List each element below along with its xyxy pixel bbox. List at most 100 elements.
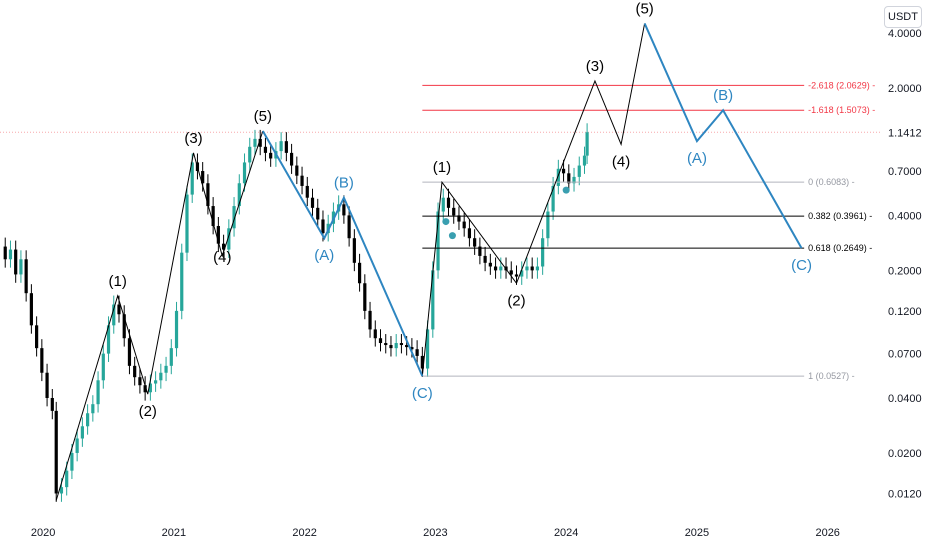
candle-body xyxy=(357,262,362,284)
candle-body xyxy=(14,249,18,275)
wave-label: (C) xyxy=(412,385,433,402)
candle-body xyxy=(269,152,273,159)
candle-body xyxy=(384,343,388,346)
candle-body xyxy=(148,383,152,393)
y-axis-tick-label: 0.0700 xyxy=(888,349,922,361)
candle-body xyxy=(91,404,95,414)
candle-body xyxy=(441,197,445,212)
candle-body xyxy=(24,259,28,294)
candle-body xyxy=(556,168,560,186)
candle-body xyxy=(425,329,430,369)
candle-body xyxy=(101,353,105,381)
candle-body xyxy=(300,175,304,186)
candle-body xyxy=(436,211,440,271)
candle-body xyxy=(567,173,571,184)
candle-body xyxy=(169,348,173,366)
x-axis-tick-label: 2022 xyxy=(292,527,316,539)
candle-body xyxy=(227,228,231,250)
wave-label: (3) xyxy=(586,58,604,75)
candle-body xyxy=(284,141,288,153)
wave-label: (C) xyxy=(791,257,812,274)
candle-body xyxy=(415,349,419,356)
candle-body xyxy=(221,243,226,250)
candle-body xyxy=(520,270,524,277)
candle-body xyxy=(499,266,503,271)
candle-body xyxy=(493,266,498,271)
currency-unit-badge[interactable]: USDT xyxy=(884,6,922,28)
candle-body xyxy=(40,348,44,373)
candle-body xyxy=(509,270,513,275)
candle-body xyxy=(452,207,456,216)
candle-body xyxy=(19,259,23,275)
candle-body xyxy=(394,343,398,349)
candle-body xyxy=(54,410,58,494)
candle-body xyxy=(263,146,268,153)
wave-label: (5) xyxy=(635,0,653,17)
candle-body xyxy=(546,211,550,239)
y-axis-tick-label: 0.4000 xyxy=(888,210,922,222)
candle-body xyxy=(530,266,534,271)
candle-body xyxy=(514,274,519,277)
wave-count-line-black[interactable] xyxy=(55,130,264,501)
candle-body xyxy=(462,221,466,229)
candle-body xyxy=(45,372,49,398)
wave-label: (1) xyxy=(109,273,127,290)
candle-body xyxy=(399,343,404,346)
y-axis-tick-label: 2.0000 xyxy=(888,83,922,95)
candle-body xyxy=(305,185,309,198)
wave-label: (3) xyxy=(184,130,202,147)
candle-body xyxy=(582,155,587,166)
wave-label: (A) xyxy=(687,150,707,167)
candle-body xyxy=(50,397,54,411)
wave-label: (B) xyxy=(713,87,733,104)
y-axis-tick-label: 0.0120 xyxy=(888,488,922,500)
candle-body xyxy=(572,176,576,184)
x-axis-tick-label: 2026 xyxy=(815,527,839,539)
candle-body xyxy=(310,197,315,208)
candle-body xyxy=(363,283,367,311)
candle-body xyxy=(378,338,383,344)
fib-level-label: -1.618 (1.5073) - xyxy=(808,105,875,115)
y-axis-tick-label: 4.0000 xyxy=(888,28,922,40)
x-axis-tick-label: 2021 xyxy=(162,527,186,539)
candle-body xyxy=(133,365,137,378)
wave-label: (2) xyxy=(139,403,157,420)
candle-body xyxy=(316,207,320,220)
candle-body xyxy=(410,347,414,350)
signal-marker[interactable] xyxy=(448,232,456,240)
wave-label: (B) xyxy=(334,175,354,192)
candle-body xyxy=(211,206,215,226)
wave-label: (4) xyxy=(612,153,630,170)
candle-body xyxy=(86,413,90,427)
candle-body xyxy=(405,345,409,348)
candle-body xyxy=(368,310,372,330)
candle-body xyxy=(248,146,252,163)
candle-body xyxy=(8,249,13,260)
x-axis-tick-label: 2020 xyxy=(31,527,55,539)
candle-body xyxy=(289,152,294,166)
wave-count-line-black[interactable] xyxy=(421,23,646,377)
candle-body xyxy=(467,228,472,239)
candle-body xyxy=(159,372,163,381)
candle-body xyxy=(389,345,393,349)
candle-body xyxy=(347,215,351,239)
candle-body xyxy=(420,355,424,369)
candle-body xyxy=(478,246,482,256)
candle-body xyxy=(185,194,189,253)
signal-marker[interactable] xyxy=(442,218,450,226)
wave-count-line-blue[interactable] xyxy=(643,23,803,249)
candle-body xyxy=(535,266,540,271)
candle-body xyxy=(164,365,168,373)
candle-body xyxy=(373,329,377,339)
candle-body xyxy=(253,138,257,147)
candle-body xyxy=(321,219,325,234)
candle-body xyxy=(65,470,69,488)
candle-body xyxy=(112,304,116,326)
signal-marker[interactable] xyxy=(562,186,570,194)
candle-body xyxy=(483,255,487,263)
candle-body xyxy=(80,426,84,439)
candle-body xyxy=(237,183,241,207)
candle-body xyxy=(70,452,74,471)
wave-count-line-blue[interactable] xyxy=(261,130,424,377)
